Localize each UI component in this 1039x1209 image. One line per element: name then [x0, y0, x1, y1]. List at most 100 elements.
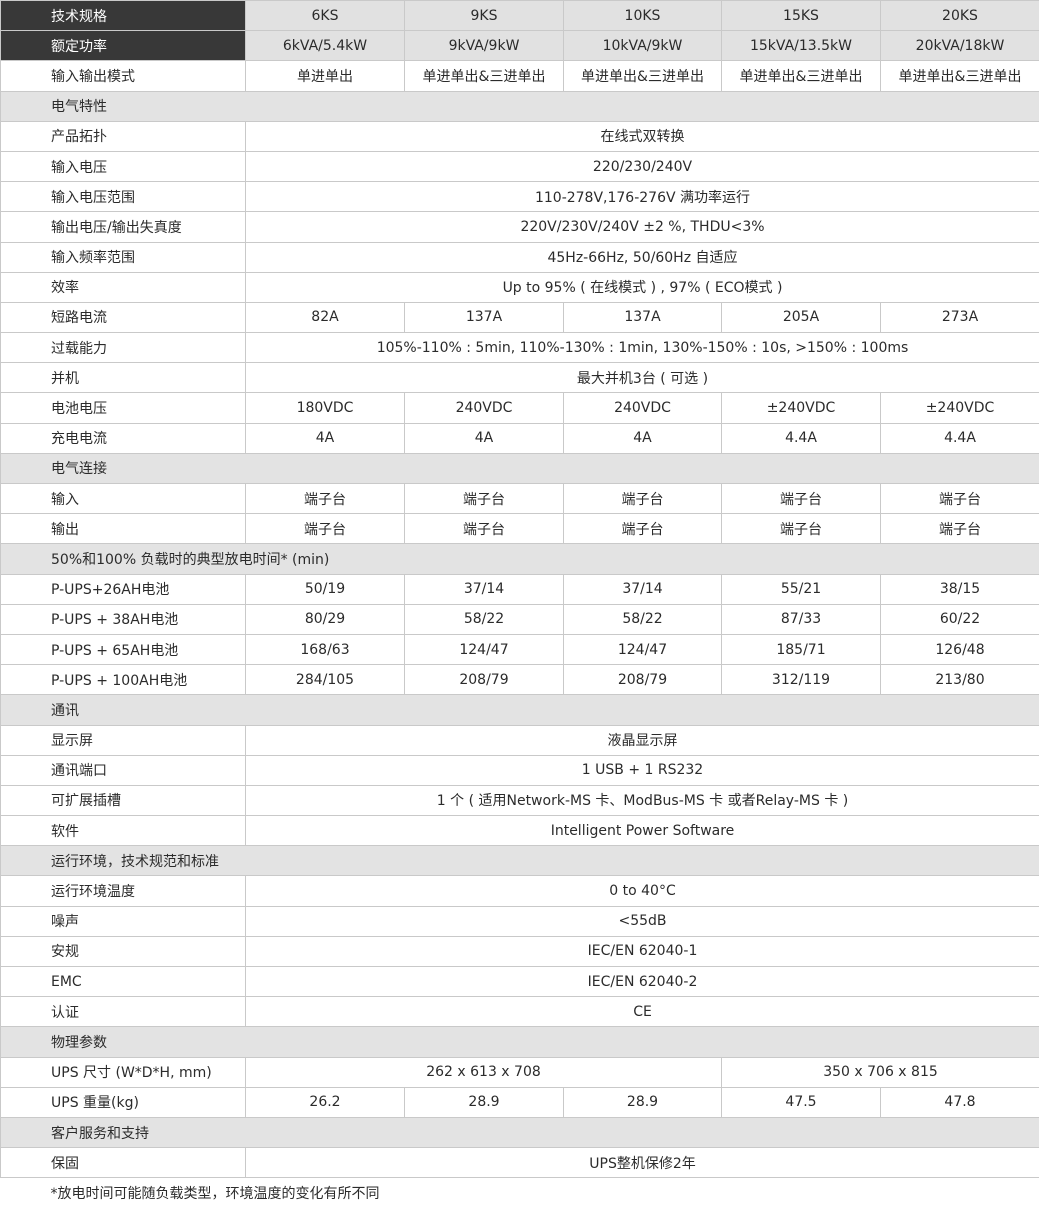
table-row: 输入电压范围 110-278V,176-276V 满功率运行 — [0, 181, 1039, 213]
cell-value: 28.9 — [404, 1086, 564, 1118]
footnote: *放电时间可能随负载类型，环境温度的变化有所不同 — [50, 1185, 380, 1202]
cell-value: 9KS — [404, 0, 564, 32]
row-label: 软件 — [0, 815, 246, 847]
cell-value: ±240VDC — [721, 392, 881, 424]
row-label: 输入电压 — [0, 150, 246, 183]
cell-value: 185/71 — [721, 633, 881, 666]
table-row: 输出电压/输出失真度 220V/230V/240V ±2 %, THDU<3% — [0, 211, 1039, 243]
cell-value: IEC/EN 62040-1 — [245, 935, 1039, 968]
row-label: P-UPS + 65AH电池 — [0, 633, 246, 666]
table-row: 输入频率范围 45Hz-66Hz, 50/60Hz 自适应 — [0, 241, 1039, 273]
table-row: 软件 Intelligent Power Software — [0, 815, 1039, 847]
row-label: UPS 重量(kg) — [0, 1086, 246, 1118]
footnote-row: *放电时间可能随负载类型，环境温度的变化有所不同 — [1, 1178, 1039, 1208]
row-label: 电池电压 — [0, 392, 246, 424]
cell-value: 205A — [721, 301, 881, 334]
cell-value: 208/79 — [404, 664, 564, 696]
table-row: P-UPS + 100AH电池 284/105 208/79 208/79 312/11… — [0, 664, 1039, 696]
cell-value: Up to 95% ( 在线模式 ) , 97% ( ECO模式 ) — [245, 271, 1039, 303]
table-row: 保固 UPS整机保修2年 — [0, 1147, 1039, 1179]
table-row: 充电电流 4A 4A 4A 4.4A 4.4A — [0, 422, 1039, 454]
table-row: UPS 重量(kg) 26.2 28.9 28.9 47.5 47.8 — [0, 1086, 1039, 1118]
row-label: 额定功率 — [0, 30, 246, 62]
cell-value: 137A — [563, 301, 722, 334]
cell-value: 58/22 — [563, 603, 722, 635]
cell-value: 单进单出&三进单出 — [721, 60, 881, 92]
row-label: P-UPS + 100AH电池 — [0, 664, 246, 696]
table-row: 效率 Up to 95% ( 在线模式 ) , 97% ( ECO模式 ) — [0, 271, 1039, 303]
cell-value: 220/230/240V — [245, 150, 1039, 183]
cell-value: 4A — [404, 422, 564, 454]
row-label: 输入输出模式 — [0, 60, 246, 92]
table-row: 输入 端子台 端子台 端子台 端子台 端子台 — [0, 482, 1039, 515]
cell-value: 50/19 — [245, 573, 405, 605]
cell-value: 168/63 — [245, 633, 405, 666]
row-label: 技术规格 — [0, 0, 246, 32]
section-header-row: 通讯 — [0, 694, 1039, 726]
cell-value: UPS整机保修2年 — [245, 1147, 1039, 1179]
header-row: 技术规格 6KS 9KS 10KS 15KS 20KS — [0, 0, 1039, 32]
table-row: 安规 IEC/EN 62040-1 — [0, 935, 1039, 968]
row-label: 输入电压范围 — [0, 181, 246, 213]
table-row: P-UPS+26AH电池 50/19 37/14 37/14 55/21 38/15 — [0, 573, 1039, 605]
row-label: 产品拓扑 — [0, 120, 246, 152]
cell-value: 端子台 — [245, 482, 405, 515]
section-title: 电气连接 — [0, 452, 1039, 485]
cell-value: 180VDC — [245, 392, 405, 424]
cell-value: 37/14 — [563, 573, 722, 605]
cell-value: 4.4A — [880, 422, 1039, 454]
section-title: 客户服务和支持 — [0, 1116, 1039, 1149]
table-row: 并机 最大并机3台 ( 可选 ) — [0, 362, 1039, 394]
row-label: 认证 — [0, 996, 246, 1028]
cell-value: 端子台 — [563, 513, 722, 545]
cell-value: 最大并机3台 ( 可选 ) — [245, 362, 1039, 394]
cell-value: IEC/EN 62040-2 — [245, 965, 1039, 998]
cell-value: 1 个 ( 适用Network-MS 卡、ModBus-MS 卡 或者Relay… — [245, 784, 1039, 817]
section-title: 物理参数 — [0, 1026, 1039, 1058]
section-header-row: 物理参数 — [0, 1026, 1039, 1058]
cell-value: 38/15 — [880, 573, 1039, 605]
table-row: 产品拓扑 在线式双转换 — [0, 120, 1039, 152]
cell-value: 0 to 40°C — [245, 875, 1039, 907]
cell-value: 37/14 — [404, 573, 564, 605]
row-label: 效率 — [0, 271, 246, 303]
cell-value: 87/33 — [721, 603, 881, 635]
cell-value: 单进单出&三进单出 — [880, 60, 1039, 92]
cell-value: 26.2 — [245, 1086, 405, 1118]
cell-value: 端子台 — [404, 513, 564, 545]
section-title: 电气特性 — [0, 90, 1039, 122]
row-label: 通讯端口 — [0, 754, 246, 786]
row-label: 输出电压/输出失真度 — [0, 211, 246, 243]
cell-value: 124/47 — [563, 633, 722, 666]
cell-value: 20kVA/18kW — [880, 30, 1039, 62]
cell-value: 47.8 — [880, 1086, 1039, 1118]
cell-value: 9kVA/9kW — [404, 30, 564, 62]
table-row: P-UPS + 38AH电池 80/29 58/22 58/22 87/33 60/22 — [0, 603, 1039, 635]
cell-value: ±240VDC — [880, 392, 1039, 424]
cell-value: 单进单出&三进单出 — [404, 60, 564, 92]
cell-value: 10KS — [563, 0, 722, 32]
cell-value: CE — [245, 996, 1039, 1028]
cell-value: 端子台 — [404, 482, 564, 515]
section-title: 50%和100% 负载时的典型放电时间* (min) — [0, 543, 1039, 575]
cell-value: 4A — [245, 422, 405, 454]
section-header-row: 电气连接 — [0, 452, 1039, 485]
row-label: 输入 — [0, 482, 246, 515]
cell-value: 6kVA/5.4kW — [245, 30, 405, 62]
cell-value: 1 USB + 1 RS232 — [245, 754, 1039, 786]
cell-value: 208/79 — [563, 664, 722, 696]
cell-value: 213/80 — [880, 664, 1039, 696]
table-row: 显示屏 液晶显示屏 — [0, 724, 1039, 756]
table-row: 通讯端口 1 USB + 1 RS232 — [0, 754, 1039, 786]
cell-value: 312/119 — [721, 664, 881, 696]
table-row: 电池电压 180VDC 240VDC 240VDC ±240VDC ±240VDC — [0, 392, 1039, 424]
cell-value: 220V/230V/240V ±2 %, THDU<3% — [245, 211, 1039, 243]
cell-value: 15kVA/13.5kW — [721, 30, 881, 62]
row-label: 安规 — [0, 935, 246, 968]
table-row: 噪声 <55dB — [0, 905, 1039, 937]
row-label: P-UPS+26AH电池 — [0, 573, 246, 605]
cell-value: 15KS — [721, 0, 881, 32]
row-label: 充电电流 — [0, 422, 246, 454]
